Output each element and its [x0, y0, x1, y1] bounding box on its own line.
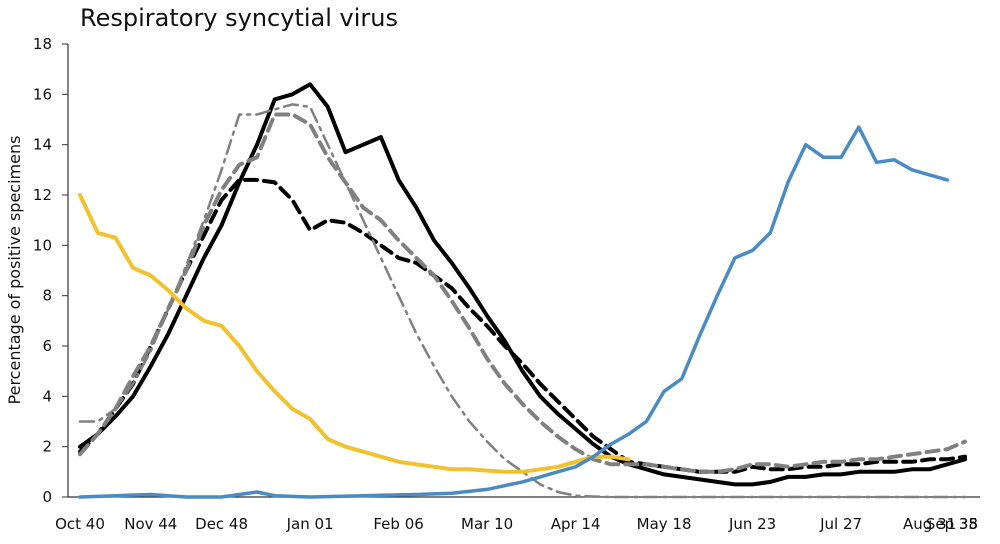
x-tick-label: Jul 27	[819, 515, 862, 533]
series-line-4	[78, 103, 967, 499]
series-line-3	[78, 112, 967, 474]
series-layer	[78, 82, 967, 499]
y-tick-label: 2	[42, 438, 52, 456]
y-tick-label: 4	[42, 387, 52, 405]
x-tick-label: Nov 44	[124, 515, 177, 533]
y-ticks: 0 2 4 6 8 10 12 14 16 18	[33, 35, 68, 506]
x-tick-label: Jan 01	[286, 515, 334, 533]
series-line-5	[78, 193, 631, 474]
y-tick-label: 16	[33, 85, 52, 103]
chart-title: Respiratory syncytial virus	[80, 4, 398, 32]
series-line-2	[78, 177, 967, 474]
y-tick-label: 14	[33, 136, 52, 154]
x-tick-label: Sep 35	[926, 515, 978, 533]
y-tick-label: 10	[33, 236, 52, 254]
x-tick-label: Mar 10	[461, 515, 513, 533]
series-line-6	[78, 125, 950, 499]
x-tick-label: Oct 40	[55, 515, 105, 533]
x-tick-label: Dec 48	[195, 515, 248, 533]
x-tick-label: Feb 06	[373, 515, 423, 533]
series-line-1	[78, 82, 967, 487]
x-tick-label: 38	[959, 515, 978, 533]
x-tick-label: Apr 14	[551, 515, 601, 533]
y-tick-label: 18	[33, 35, 52, 53]
y-tick-label: 0	[42, 488, 52, 506]
y-tick-label: 6	[42, 337, 52, 355]
x-ticks: Oct 40 Nov 44 Dec 48 Jan 01 Feb 06 Mar 10 Apr …	[55, 515, 978, 533]
y-tick-label: 8	[42, 287, 52, 305]
y-axis-title: Percentage of positive specimens	[5, 136, 24, 405]
x-tick-label: May 18	[637, 515, 692, 533]
x-tick-label: Jun 23	[728, 515, 776, 533]
y-tick-label: 12	[33, 186, 52, 204]
axes	[67, 44, 980, 498]
x-tick-label: Aug 31	[903, 515, 956, 533]
